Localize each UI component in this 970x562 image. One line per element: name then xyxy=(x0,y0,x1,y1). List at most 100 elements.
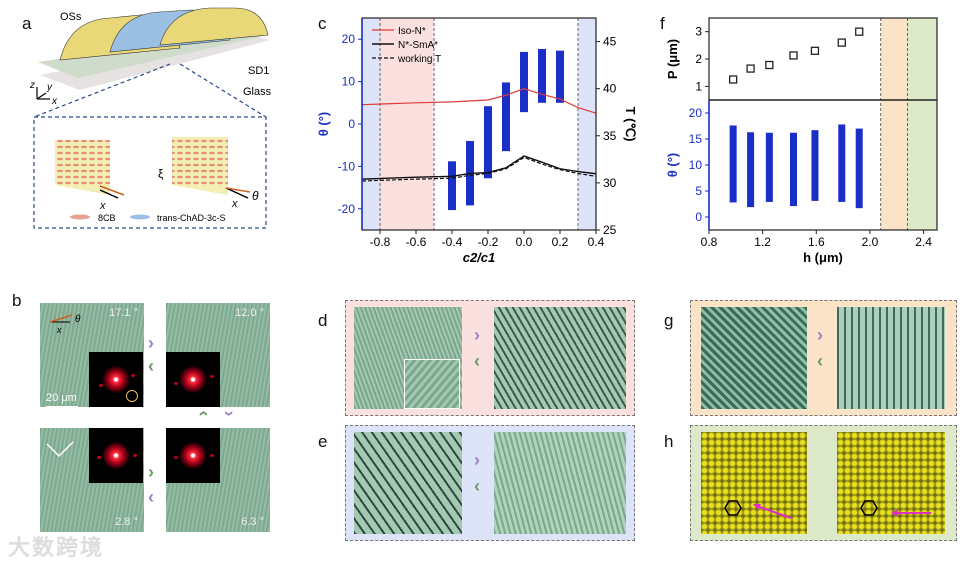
angle-label: 2.8 ° xyxy=(115,516,138,528)
theta-range-bar xyxy=(855,128,863,209)
polarizer-arrows-icon xyxy=(46,441,74,458)
panel-label-a: a xyxy=(22,14,32,33)
theta-axis-icon: θx xyxy=(49,314,81,335)
pitch-point xyxy=(837,38,846,47)
scale-bar-label: 20 μm xyxy=(46,392,77,404)
y-tick-label: 20 xyxy=(689,106,703,120)
panel-label-g: g xyxy=(664,311,674,330)
x-tick-label: 0.2 xyxy=(552,235,569,249)
smectic-block-left xyxy=(55,140,110,195)
axes-icon xyxy=(36,87,50,100)
y-tick-label: -10 xyxy=(338,159,356,173)
x-tick-label: -0.4 xyxy=(442,235,463,249)
angle-label: 6.3 ° xyxy=(241,516,264,528)
y-tick-label: 0 xyxy=(695,210,702,224)
y-tick-label: 15 xyxy=(689,132,703,146)
axis-y-label: y xyxy=(46,82,53,93)
chart-c: -20 -10 0 10 20 25 30 35 40 45 -0.8 -0.6 -0.4 -0.2 0.0… xyxy=(316,17,638,265)
hexagon-arrow-icon xyxy=(724,500,792,519)
panel-g: › ‹ xyxy=(690,300,957,416)
label-sd1: SD1 xyxy=(248,65,269,77)
y-tick-label: 10 xyxy=(689,158,703,172)
pitch-point xyxy=(789,51,798,60)
region-blue xyxy=(362,18,380,230)
panel-e: › ‹ xyxy=(345,425,635,541)
x-axis-label: c2/c1 xyxy=(463,250,496,265)
chevron-right-icon: › xyxy=(148,333,154,353)
y-tick-label: 20 xyxy=(342,32,356,46)
theta-range-bar xyxy=(538,48,546,103)
x-tick-label: -0.6 xyxy=(406,235,427,249)
theta-range-bar xyxy=(838,124,846,202)
hexagon-arrow-icon xyxy=(860,500,931,517)
region-green xyxy=(907,18,937,230)
y-tick-label: 0 xyxy=(348,117,355,131)
theta-range-bar xyxy=(747,132,755,208)
x-tick-label: 0.8 xyxy=(701,235,718,249)
x-tick-label: -0.8 xyxy=(370,235,391,249)
pitch-point xyxy=(855,27,864,36)
theta-label: θ xyxy=(252,189,259,203)
panel-a-schematic: OSs SD1 Glass z y x ξ x x θ 8CB trans-Ch… xyxy=(29,7,272,229)
y-axis-label: θ (°) xyxy=(316,112,331,137)
zoom-inset-box xyxy=(33,63,267,229)
chevron-left-icon: ‹ xyxy=(817,351,823,371)
x-tick-label: 0.0 xyxy=(516,235,533,249)
chevron-right-icon: › xyxy=(474,325,480,345)
series-line-0 xyxy=(361,88,597,114)
svg-text:x: x xyxy=(56,325,62,335)
y2-tick-label: 35 xyxy=(603,129,617,143)
angle-label: 12.0 ° xyxy=(235,307,264,319)
y2-tick-label: 30 xyxy=(603,176,617,190)
xi-label: ξ xyxy=(158,167,164,181)
micrograph-d-right xyxy=(494,307,626,409)
legend-label: working T xyxy=(397,54,441,65)
angle-label: 17.1 ° xyxy=(109,307,138,319)
fft-inset xyxy=(166,352,220,407)
chevron-right-icon: › xyxy=(474,450,480,470)
micrograph-d-left xyxy=(354,307,462,409)
region-pink xyxy=(380,18,434,230)
panel-h xyxy=(690,425,957,541)
region-orange xyxy=(880,18,908,230)
y-tick-label: 10 xyxy=(342,75,356,89)
fft-inset xyxy=(89,352,143,407)
axis-x-label: x xyxy=(51,96,58,107)
theta-range-bar xyxy=(448,161,456,211)
theta-range-bar xyxy=(484,106,492,179)
x-tick-label: -0.2 xyxy=(478,235,499,249)
chevron-up-icon: › xyxy=(192,410,213,417)
watermark: 大数跨境 xyxy=(8,535,105,560)
theta-range-bar xyxy=(765,132,773,202)
chevron-left-icon: ‹ xyxy=(148,487,154,507)
x-tick-label: 2.4 xyxy=(915,235,932,249)
label-oss: OSs xyxy=(60,11,82,23)
chevron-down-icon: › xyxy=(219,410,240,417)
y-tick-label: 3 xyxy=(695,25,702,39)
y2-tick-label: 45 xyxy=(603,35,617,49)
legend-8cb-icon xyxy=(70,214,90,220)
afm-h-right xyxy=(837,432,945,534)
rotate-circle-icon xyxy=(126,390,138,402)
legend-label: Iso-N* xyxy=(398,26,426,37)
micrograph-e-left xyxy=(354,432,462,534)
pitch-point xyxy=(765,60,774,70)
label-glass: Glass xyxy=(243,86,272,98)
glass-layer xyxy=(40,35,270,90)
chevron-right-icon: › xyxy=(817,325,823,345)
fft-inset xyxy=(166,428,220,483)
legend-label: N*-SmA* xyxy=(398,40,438,51)
x-tick-label: 1.6 xyxy=(808,235,825,249)
y-tick-label: -20 xyxy=(338,202,356,216)
svg-text:θ: θ xyxy=(75,314,81,325)
theta-range-bar xyxy=(789,132,797,207)
smectic-block-right xyxy=(172,137,228,195)
x-tick-label: 1.2 xyxy=(754,235,771,249)
series-line-2 xyxy=(361,156,597,182)
y2-tick-label: 40 xyxy=(603,82,617,96)
scale-bar xyxy=(46,406,78,408)
x-tick-label: 0.4 xyxy=(588,235,605,249)
chevron-left-icon: ‹ xyxy=(474,476,480,496)
y-axis-label-top: P (μm) xyxy=(665,39,680,79)
axis-z-label: z xyxy=(29,80,35,91)
